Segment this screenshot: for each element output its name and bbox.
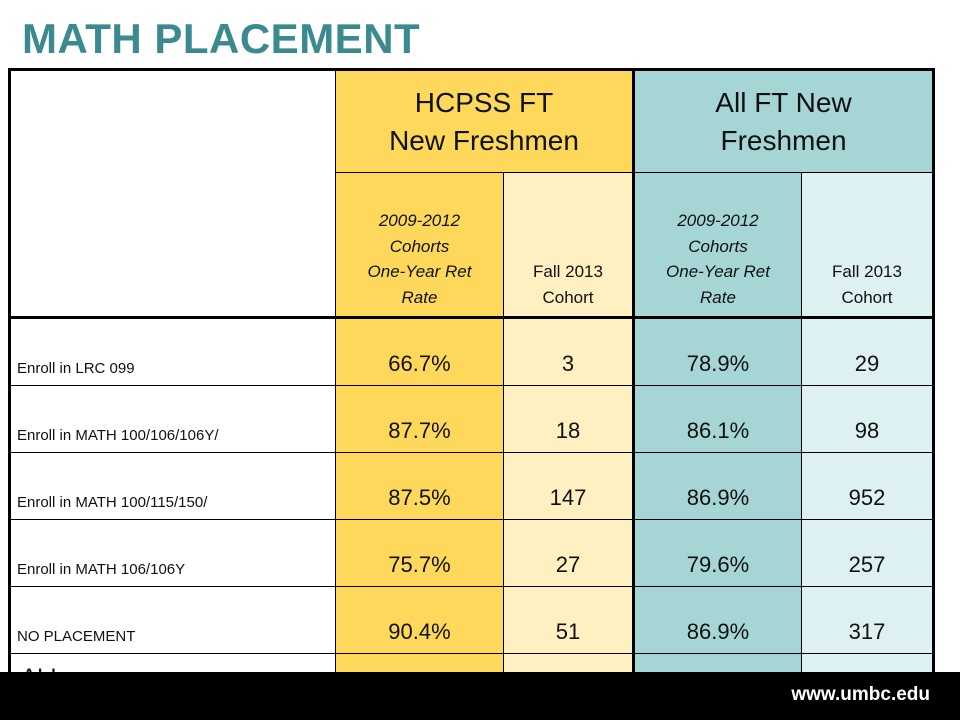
all-ret-line4: Rate bbox=[700, 287, 736, 307]
hcpss-group-header: HCPSS FT New Freshmen bbox=[335, 69, 634, 173]
hcpss-cohort-value: 51 bbox=[503, 586, 634, 654]
hcpss-ret-value: 75.7% bbox=[335, 519, 504, 587]
all-ret-line2: Cohorts bbox=[688, 236, 748, 256]
all-cohort-value: 257 bbox=[801, 519, 934, 587]
all-cohort-value: 317 bbox=[801, 586, 934, 654]
all-ret-line3: One-Year Ret bbox=[666, 262, 770, 281]
all-cohort-value: 29 bbox=[801, 317, 934, 386]
all-ret-value: 79.6% bbox=[632, 519, 802, 587]
all-cohort-line1: Fall 2013 bbox=[832, 262, 902, 281]
hcpss-ret-line4: Rate bbox=[401, 287, 438, 307]
all-ret-value: 78.9% bbox=[632, 317, 802, 386]
hcpss-ret-value: 90.4% bbox=[335, 586, 504, 654]
table-row: Enroll in MATH 106/106Y 75.7% 27 79.6% 2… bbox=[9, 519, 934, 587]
row-label: Enroll in MATH 100/115/150/ bbox=[9, 452, 336, 520]
all-cohort-line2: Cohort bbox=[841, 287, 893, 307]
table-row: Enroll in MATH 100/106/106Y/ 87.7% 18 86… bbox=[9, 385, 934, 453]
hcpss-cohort-line1: Fall 2013 bbox=[533, 262, 603, 281]
row-label: NO PLACEMENT bbox=[9, 586, 336, 654]
placement-table: HCPSS FT New Freshmen All FT New Freshme… bbox=[8, 68, 935, 720]
group-header-row: HCPSS FT New Freshmen All FT New Freshme… bbox=[9, 69, 934, 319]
all-ret-value: 86.1% bbox=[632, 385, 802, 453]
all-ret-line1: 2009-2012 bbox=[677, 211, 759, 230]
all-cohort-value: 98 bbox=[801, 385, 934, 453]
footer-bar: www.umbc.edu bbox=[0, 672, 960, 720]
sub-header-row: 2009-2012 Cohorts One-Year Ret Rate Fall… bbox=[10, 172, 934, 319]
hcpss-ret-value: 87.5% bbox=[335, 452, 504, 520]
all-group-header: All FT New Freshmen bbox=[632, 69, 934, 173]
table-row: Enroll in LRC 099 66.7% 3 78.9% 29 bbox=[9, 317, 934, 386]
hcpss-ret-rate-header: 2009-2012 Cohorts One-Year Ret Rate bbox=[335, 172, 504, 319]
all-cohort-header: Fall 2013 Cohort bbox=[801, 172, 934, 319]
hcpss-cohort-line2: Cohort bbox=[542, 287, 594, 307]
table-row: NO PLACEMENT 90.4% 51 86.9% 317 bbox=[9, 586, 934, 654]
corner-cell bbox=[9, 69, 336, 319]
hcpss-ret-line3: One-Year Ret bbox=[367, 262, 472, 281]
row-label: Enroll in MATH 100/106/106Y/ bbox=[9, 385, 336, 453]
all-ret-value: 86.9% bbox=[632, 586, 802, 654]
row-label: Enroll in LRC 099 bbox=[9, 317, 336, 386]
footer-url: www.umbc.edu bbox=[791, 684, 930, 705]
hcpss-cohort-value: 147 bbox=[503, 452, 634, 520]
table-row: Enroll in MATH 100/115/150/ 87.5% 147 86… bbox=[9, 452, 934, 520]
hcpss-cohort-header: Fall 2013 Cohort bbox=[503, 172, 634, 319]
hcpss-ret-line1: 2009-2012 bbox=[378, 211, 461, 230]
all-cohort-value: 952 bbox=[801, 452, 934, 520]
hcpss-cohort-value: 18 bbox=[503, 385, 634, 453]
row-label: Enroll in MATH 106/106Y bbox=[9, 519, 336, 587]
hcpss-ret-value: 66.7% bbox=[335, 317, 504, 386]
hcpss-cohort-value: 3 bbox=[503, 317, 634, 386]
all-ret-rate-header: 2009-2012 Cohorts One-Year Ret Rate bbox=[632, 172, 802, 319]
hcpss-cohort-value: 27 bbox=[503, 519, 634, 587]
all-ret-value: 86.9% bbox=[632, 452, 802, 520]
hcpss-ret-value: 87.7% bbox=[335, 385, 504, 453]
page-title: MATH PLACEMENT bbox=[22, 15, 421, 62]
hcpss-ret-line2: Cohorts bbox=[389, 236, 450, 256]
